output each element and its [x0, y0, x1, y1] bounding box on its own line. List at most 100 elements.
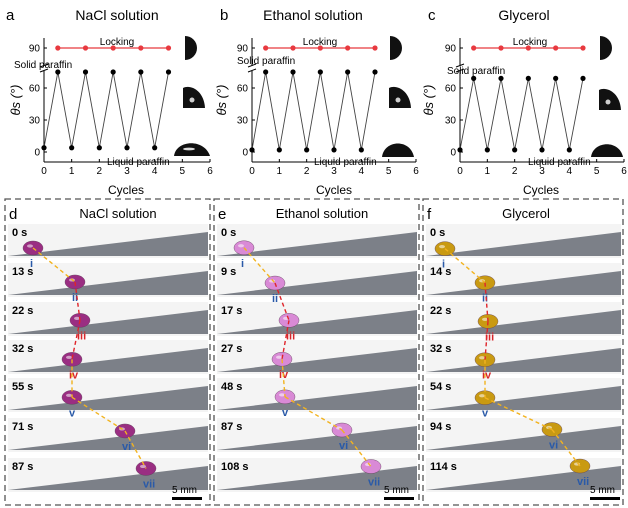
- x-tick-label: 3: [331, 166, 337, 177]
- y-tick-label: 30: [237, 116, 249, 127]
- sequence-numeral: iii: [286, 330, 295, 342]
- x-tick-label: 4: [152, 166, 158, 177]
- x-tick-label: 1: [277, 166, 283, 177]
- data-point-locking: [525, 45, 531, 51]
- data-point: [580, 75, 586, 81]
- data-point-locking: [263, 45, 269, 51]
- y-tick-label: 0: [242, 148, 248, 159]
- paraffin-strip: [8, 386, 208, 410]
- paraffin-strip: [8, 348, 208, 372]
- time-label: 22 s: [12, 305, 33, 317]
- droplet-highlight: [439, 245, 445, 249]
- x-tick-label: 3: [539, 166, 545, 177]
- trajectory-segment: [281, 359, 286, 397]
- y-axis-label: θs (°): [214, 84, 229, 115]
- sequence-numeral: v: [282, 407, 289, 419]
- paraffin-strip: [8, 310, 208, 334]
- scale-bar: [384, 497, 414, 500]
- locking-label: Locking: [303, 37, 337, 48]
- y-tick-label: 90: [237, 44, 249, 55]
- paraffin-strip: [217, 348, 417, 372]
- y-tick-label: 60: [29, 84, 41, 95]
- droplet: [360, 459, 382, 474]
- time-label: 87 s: [221, 421, 242, 433]
- y-tick-label: 0: [34, 148, 40, 159]
- time-label: 71 s: [12, 421, 33, 433]
- sequence-numeral: iv: [69, 369, 79, 381]
- y-tick-label: 60: [445, 84, 457, 95]
- sequence-numeral: ii: [272, 293, 278, 305]
- drop-profile-inset-locking: [183, 32, 205, 62]
- y-tick-label: 90: [29, 44, 41, 55]
- y-tick-label: 30: [29, 116, 41, 127]
- data-point: [372, 69, 378, 75]
- paraffin-strip: [217, 386, 417, 410]
- panel-letter: e: [218, 206, 226, 223]
- sequence-numeral: iii: [77, 330, 86, 342]
- data-point: [263, 69, 269, 75]
- sequence-numeral: i: [30, 258, 33, 270]
- sequence-numeral: vii: [143, 478, 155, 490]
- x-tick-label: 2: [512, 166, 518, 177]
- x-tick-label: 2: [97, 166, 103, 177]
- data-point: [82, 69, 89, 75]
- data-point: [525, 75, 531, 81]
- time-label: 32 s: [430, 343, 451, 355]
- trajectory-segment: [243, 247, 276, 284]
- time-label: 114 s: [430, 461, 457, 473]
- time-label: 9 s: [221, 266, 236, 278]
- paraffin-strip: [426, 271, 621, 295]
- data-point: [512, 147, 518, 153]
- paraffin-strip: [426, 466, 621, 490]
- trajectory-segment: [284, 396, 343, 431]
- sequence-numeral: ii: [72, 292, 78, 304]
- time-label: 14 s: [430, 266, 451, 278]
- data-point-locking: [580, 45, 586, 51]
- series-line-contact-angle: [459, 78, 584, 150]
- y-tick-label: 30: [445, 116, 457, 127]
- data-point: [110, 69, 116, 75]
- chart-title: NaCl solution: [75, 7, 158, 23]
- x-tick-label: 4: [567, 166, 573, 177]
- data-point-locking: [553, 45, 559, 51]
- series-line-contact-angle: [251, 71, 376, 150]
- scale-bar-label: 5 mm: [384, 485, 409, 496]
- x-tick-label: 3: [124, 166, 130, 177]
- axis-break-mark: [39, 63, 49, 68]
- data-point-locking: [317, 45, 323, 51]
- photo-title: NaCl solution: [79, 206, 156, 221]
- sequence-numeral: iv: [482, 370, 492, 382]
- time-label: 108 s: [221, 461, 249, 473]
- data-point: [317, 69, 323, 75]
- droplet: [569, 458, 591, 474]
- dashed-frame: [213, 198, 420, 506]
- trajectory-segment: [341, 429, 372, 467]
- sequence-numeral: v: [482, 408, 489, 420]
- droplet-highlight: [140, 464, 146, 469]
- sequence-numeral: vi: [339, 440, 348, 452]
- drop-profile-inset-locking: [390, 36, 402, 60]
- panel-letter: d: [9, 206, 17, 223]
- time-label: 17 s: [221, 305, 242, 317]
- time-label: 32 s: [12, 343, 33, 355]
- drop-profile-inset-solid: [389, 86, 411, 108]
- sequence-numeral: vii: [368, 477, 380, 489]
- scale-bar-label: 5 mm: [172, 485, 197, 496]
- data-point: [249, 147, 255, 153]
- x-tick-label: 5: [180, 166, 186, 177]
- paraffin-strip: [8, 466, 208, 490]
- droplet-highlight: [66, 393, 72, 397]
- data-point-locking: [471, 45, 477, 51]
- sequence-numeral: vi: [122, 441, 131, 453]
- panel-letter: b: [220, 7, 228, 24]
- data-point: [69, 145, 75, 151]
- x-tick-label: 0: [457, 166, 463, 177]
- data-point-locking: [498, 45, 504, 51]
- panel-letter: a: [6, 7, 15, 24]
- drop-profile-inset-liquid: [174, 143, 210, 156]
- droplet-highlight: [238, 244, 244, 248]
- series-line-contact-angle: [43, 71, 169, 148]
- data-point: [276, 147, 282, 153]
- data-point: [138, 69, 144, 75]
